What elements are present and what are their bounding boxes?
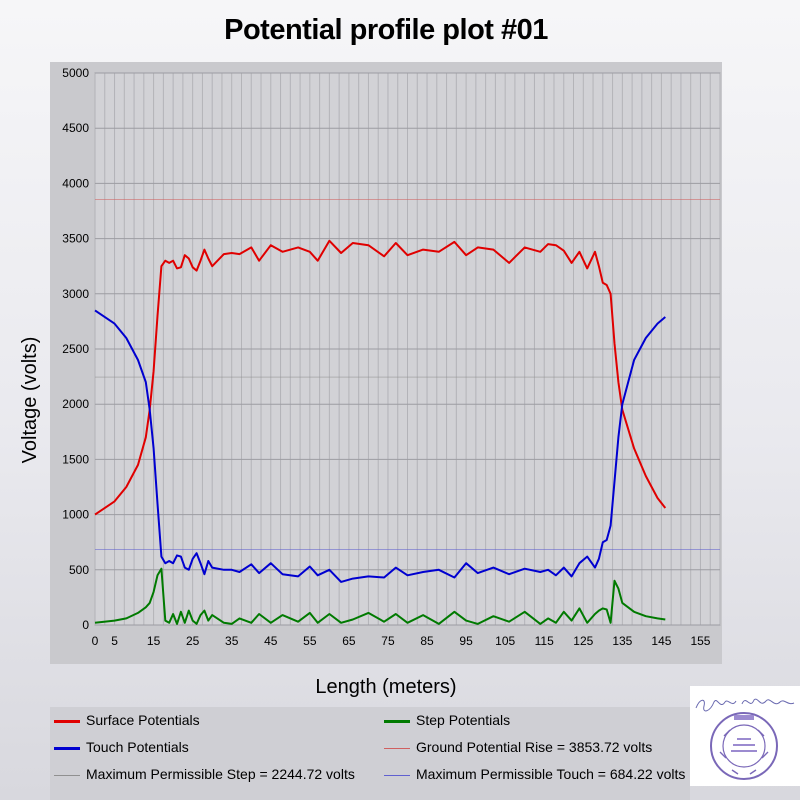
x-tick-label: 25: [186, 634, 200, 648]
stamp-outer-ring: [710, 712, 778, 780]
x-tick-label: 95: [459, 634, 473, 648]
legend: Surface Potentials Touch Potentials Maxi…: [50, 707, 690, 800]
tick-labels: 0 500 1000 1500 2000 2500 3000 3500 4000 4500 5000…: [62, 66, 711, 648]
legend-swatch-gpr: [384, 747, 410, 749]
legend-swatch-touch: [54, 746, 80, 750]
legend-label-max-step: Maximum Permissible Step = 2244.72 volts: [86, 766, 355, 782]
legend-label-touch: Touch Potentials: [86, 739, 189, 755]
x-tick-label: 45: [264, 634, 278, 648]
legend-item-touch: Touch Potentials: [54, 739, 189, 755]
legend-item-max-touch: Maximum Permissible Touch = 684.22 volts: [384, 766, 685, 782]
x-tick-label: 5: [111, 634, 118, 648]
x-tick-label: 15: [147, 634, 161, 648]
series-line-surface-potentials: [94, 239, 667, 516]
x-tick-label: 0: [92, 634, 99, 648]
signature-seal: [690, 686, 800, 786]
x-tick-label: 55: [303, 634, 317, 648]
y-tick-label: 1000: [62, 508, 89, 522]
stamp-title-mark: [734, 715, 754, 720]
y-tick-label: 500: [69, 563, 89, 577]
legend-label-gpr: Ground Potential Rise = 3853.72 volts: [416, 739, 653, 755]
stamp-line-3: [731, 750, 757, 752]
y-tick-label: 4000: [62, 176, 89, 190]
handwritten-signature: [695, 698, 795, 712]
legend-label-surface: Surface Potentials: [86, 712, 200, 728]
y-tick-label: 5000: [62, 66, 89, 80]
chart-title: Potential profile plot #01: [224, 14, 548, 46]
legend-item-max-step: Maximum Permissible Step = 2244.72 volts: [54, 766, 355, 782]
series-line-touch-potentials: [94, 309, 666, 583]
y-tick-label: 1500: [62, 452, 89, 466]
y-tick-label: 0: [82, 618, 89, 632]
legend-swatch-surface: [54, 719, 80, 723]
y-tick-label: 3000: [62, 287, 89, 301]
legend-label-max-touch: Maximum Permissible Touch = 684.22 volts: [416, 766, 686, 782]
legend-swatch-step: [384, 719, 410, 723]
grid-lines: [94, 72, 721, 626]
x-tick-label: 125: [573, 634, 593, 648]
x-tick-label: 145: [651, 634, 671, 648]
legend-swatch-max-touch: [384, 774, 410, 776]
legend-label-step: Step Potentials: [416, 712, 511, 728]
legend-swatch-max-step: [54, 774, 80, 776]
x-tick-label: 115: [535, 634, 554, 648]
legend-item-gpr: Ground Potential Rise = 3853.72 volts: [384, 739, 652, 755]
stamp-line-2: [733, 744, 755, 746]
x-tick-label: 35: [225, 634, 239, 648]
reference-lines: [95, 199, 720, 550]
x-axis-title: Length (meters): [315, 676, 456, 698]
y-tick-label: 3500: [62, 232, 89, 246]
series-line-step-potentials: [94, 567, 666, 625]
x-tick-label: 155: [690, 634, 710, 648]
y-tick-label: 4500: [62, 121, 89, 135]
legend-item-surface: Surface Potentials: [54, 712, 200, 728]
series-lines: [94, 239, 667, 625]
signature-seal-graphic: [695, 698, 795, 780]
x-tick-label: 65: [342, 634, 356, 648]
x-tick-label: 75: [381, 634, 395, 648]
y-tick-label: 2000: [62, 397, 89, 411]
stamp-inner-ring: [722, 724, 766, 768]
y-axis-title: Voltage (volts): [19, 337, 41, 464]
x-tick-label: 135: [612, 634, 632, 648]
stamp-ornaments: [719, 729, 769, 775]
x-tick-label: 85: [420, 634, 434, 648]
plot-svg: 0 500 1000 1500 2000 2500 3000 3500 4000 4500 5000…: [19, 62, 722, 698]
legend-item-step: Step Potentials: [384, 712, 510, 728]
stamp-line-1: [737, 738, 751, 740]
x-tick-label: 105: [495, 634, 515, 648]
y-tick-label: 2500: [62, 342, 89, 356]
